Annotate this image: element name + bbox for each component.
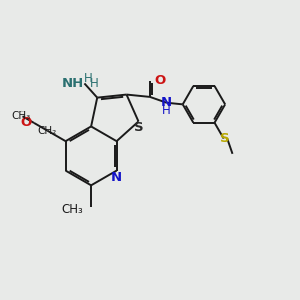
Text: S: S (134, 122, 143, 134)
Text: H: H (162, 103, 171, 117)
Text: N: N (111, 171, 122, 184)
Text: CH₃: CH₃ (11, 111, 31, 121)
Text: H: H (84, 72, 92, 85)
Text: O: O (154, 74, 166, 87)
Text: O: O (20, 116, 32, 129)
Text: NH: NH (61, 77, 84, 90)
Text: CH₃: CH₃ (61, 203, 83, 216)
Text: methoxy: methoxy (20, 110, 26, 112)
Text: H: H (90, 77, 99, 90)
Text: CH₂: CH₂ (38, 126, 57, 136)
Text: S: S (220, 132, 230, 145)
Text: N: N (161, 96, 172, 109)
